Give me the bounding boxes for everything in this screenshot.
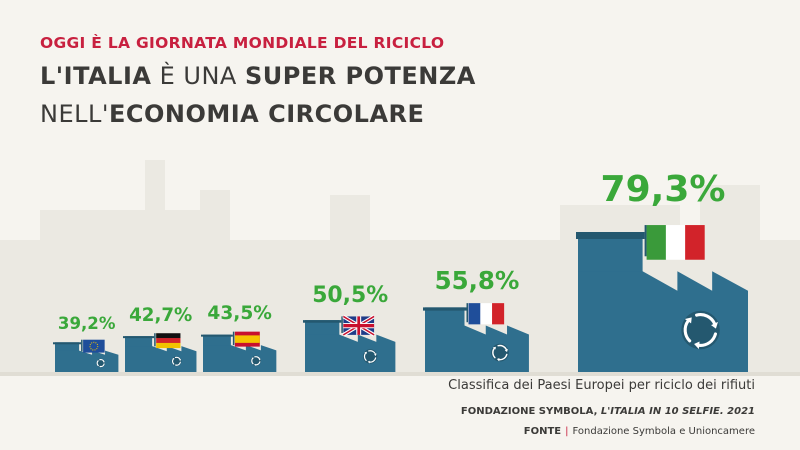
- headline-italia: L'ITALIA: [40, 62, 152, 90]
- factory-bar-1: [53, 339, 119, 372]
- uk-flag-icon: [342, 314, 376, 337]
- germany-flag-icon: [156, 333, 181, 349]
- recycle-icon: [171, 356, 182, 367]
- headline-line-1: L'ITALIA È UNA SUPER POTENZA: [40, 62, 476, 90]
- headline-economia: ECONOMIA CIRCOLARE: [108, 100, 425, 128]
- source-title: L'ITALIA IN 10 SELFIE. 2021: [600, 406, 755, 417]
- factory-bar-2: [123, 333, 197, 372]
- spain-flag-icon: [234, 331, 260, 347]
- recycle-icon: [363, 349, 378, 364]
- factory-bar-6: [576, 225, 748, 372]
- headline-line-2: NELL'ECONOMIA CIRCOLARE: [40, 100, 424, 128]
- source-fonte: FONTE | Fondazione Symbola e Unioncamere: [524, 426, 755, 437]
- headline-connector: È UNA: [151, 62, 245, 90]
- value-label-5: 55,8%: [434, 265, 520, 295]
- headline-super-potenza: SUPER POTENZA: [244, 62, 476, 90]
- italy-flag-icon: [646, 225, 705, 260]
- value-label-3: 43,5%: [207, 303, 272, 325]
- chart-caption: Classifica dei Paesi Europei per riciclo…: [448, 378, 755, 393]
- kicker-title: OGGI È LA GIORNATA MONDIALE DEL RICICLO: [40, 34, 445, 52]
- value-label-6: 79,3%: [600, 169, 726, 211]
- factory-bar-4: [303, 314, 396, 372]
- headline-nell: NELL': [40, 100, 109, 128]
- fonte-label: FONTE: [523, 426, 562, 437]
- factory-bars: [53, 225, 748, 372]
- factory-bar-5: [423, 303, 529, 372]
- recycle-icon: [491, 343, 509, 362]
- recycle-icon: [250, 355, 262, 366]
- eu-flag-icon: [83, 339, 105, 353]
- recycle-icon: [681, 310, 720, 350]
- france-flag-icon: [468, 303, 505, 325]
- ground-strip: [0, 372, 800, 376]
- source-org: FONDAZIONE SYMBOLA,: [460, 406, 601, 417]
- value-label-1: 39,2%: [57, 314, 116, 334]
- source-publication: FONDAZIONE SYMBOLA, L'ITALIA IN 10 SELFI…: [461, 406, 755, 417]
- recycle-icon: [96, 358, 106, 368]
- factory-bar-3: [201, 331, 277, 372]
- value-label-2: 42,7%: [129, 305, 193, 327]
- fonte-text: Fondazione Symbola e Unioncamere: [572, 426, 756, 437]
- fonte-separator: |: [565, 426, 569, 437]
- value-label-4: 50,5%: [312, 282, 389, 308]
